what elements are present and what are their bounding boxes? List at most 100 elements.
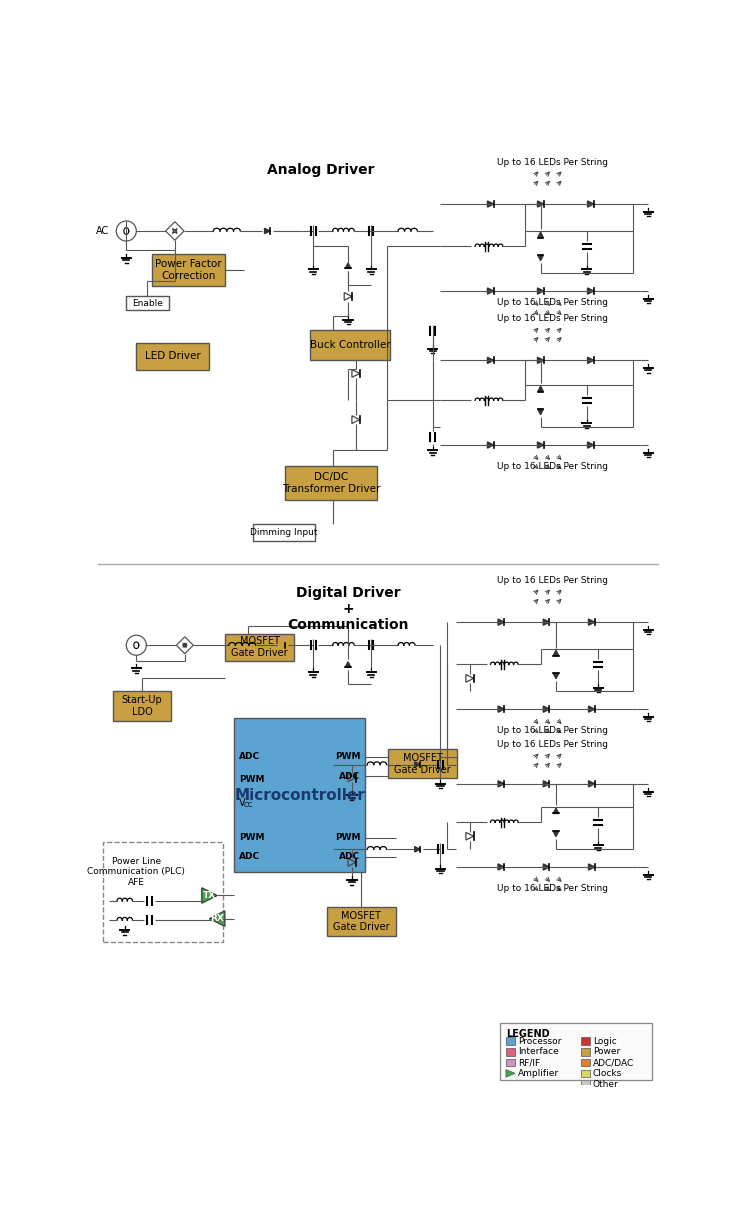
Bar xyxy=(581,1080,590,1089)
Text: ADC/DAC: ADC/DAC xyxy=(593,1058,634,1067)
Bar xyxy=(500,1023,652,1080)
Polygon shape xyxy=(553,650,559,656)
Text: ADC: ADC xyxy=(339,772,360,780)
Polygon shape xyxy=(506,1069,515,1078)
Bar xyxy=(326,907,396,936)
Text: DC/DC
Transformer Driver: DC/DC Transformer Driver xyxy=(282,472,380,494)
Text: Up to 16 LEDs Per String: Up to 16 LEDs Per String xyxy=(497,740,607,748)
Text: Power Factor
Correction: Power Factor Correction xyxy=(155,260,222,282)
Text: Up to 16 LEDs Per String: Up to 16 LEDs Per String xyxy=(497,884,607,894)
Bar xyxy=(581,1037,590,1045)
Text: RF/IF: RF/IF xyxy=(518,1058,540,1067)
Polygon shape xyxy=(487,442,494,449)
Polygon shape xyxy=(346,662,351,667)
Polygon shape xyxy=(280,642,285,649)
Polygon shape xyxy=(543,706,549,712)
Text: RX: RX xyxy=(210,914,224,923)
Bar xyxy=(388,750,458,779)
Bar xyxy=(136,343,209,369)
Polygon shape xyxy=(415,846,420,852)
Text: Buck Controller: Buck Controller xyxy=(310,340,391,350)
Text: ADC: ADC xyxy=(239,752,260,762)
Polygon shape xyxy=(543,780,549,787)
Polygon shape xyxy=(587,357,594,363)
Polygon shape xyxy=(587,201,594,207)
Polygon shape xyxy=(346,263,351,268)
Polygon shape xyxy=(498,780,504,787)
Polygon shape xyxy=(498,619,504,625)
Text: Clocks: Clocks xyxy=(593,1069,622,1078)
Text: Power: Power xyxy=(593,1047,620,1057)
Polygon shape xyxy=(589,780,595,787)
Text: MOSFET
Gate Driver: MOSFET Gate Driver xyxy=(333,911,389,933)
Polygon shape xyxy=(498,864,504,870)
Bar xyxy=(581,1059,590,1067)
Bar xyxy=(310,329,391,361)
Bar xyxy=(285,466,377,501)
Text: Up to 16 LEDs Per String: Up to 16 LEDs Per String xyxy=(497,575,607,585)
Text: MOSFET
Gate Driver: MOSFET Gate Driver xyxy=(231,636,288,658)
Text: Up to 16 LEDs Per String: Up to 16 LEDs Per String xyxy=(497,157,607,167)
Text: ADC: ADC xyxy=(339,852,360,862)
Polygon shape xyxy=(538,386,543,391)
Text: Power Line
Communication (PLC)
AFE: Power Line Communication (PLC) AFE xyxy=(88,857,185,886)
Polygon shape xyxy=(487,288,494,294)
Text: Microcontroller: Microcontroller xyxy=(234,787,365,803)
Text: AC: AC xyxy=(96,226,109,236)
Polygon shape xyxy=(538,410,543,414)
Text: CC: CC xyxy=(243,802,253,808)
Polygon shape xyxy=(587,442,594,449)
Bar xyxy=(506,1048,515,1056)
Text: Dimming Input: Dimming Input xyxy=(251,528,318,536)
Bar xyxy=(126,296,169,311)
Text: Start-Up
LDO: Start-Up LDO xyxy=(122,695,162,717)
Text: Other: Other xyxy=(593,1080,618,1089)
Text: Analog Driver: Analog Driver xyxy=(268,163,375,177)
Polygon shape xyxy=(265,228,270,234)
Text: ADC: ADC xyxy=(239,852,260,862)
Polygon shape xyxy=(538,232,543,238)
Text: TX: TX xyxy=(203,891,216,900)
Polygon shape xyxy=(202,887,217,903)
Polygon shape xyxy=(209,911,225,926)
Text: Up to 16 LEDs Per String: Up to 16 LEDs Per String xyxy=(497,462,607,471)
Bar xyxy=(581,1069,590,1078)
Polygon shape xyxy=(537,357,544,363)
Polygon shape xyxy=(553,808,559,813)
Text: LED Driver: LED Driver xyxy=(145,351,200,361)
Bar xyxy=(500,1023,652,1080)
Bar xyxy=(234,718,365,873)
Bar xyxy=(103,841,223,942)
Polygon shape xyxy=(589,619,595,625)
Bar xyxy=(225,634,294,661)
Text: PWM: PWM xyxy=(239,775,265,785)
Text: Amplifier: Amplifier xyxy=(518,1069,559,1078)
Polygon shape xyxy=(498,706,504,712)
Bar xyxy=(113,691,171,720)
Text: MOSFET
Gate Driver: MOSFET Gate Driver xyxy=(394,753,451,774)
Text: Enable: Enable xyxy=(132,299,163,308)
Polygon shape xyxy=(538,255,543,261)
Text: Logic: Logic xyxy=(593,1036,617,1046)
Text: Up to 16 LEDs Per String: Up to 16 LEDs Per String xyxy=(497,727,607,735)
Polygon shape xyxy=(553,673,559,679)
Polygon shape xyxy=(543,619,549,625)
Bar xyxy=(506,1059,515,1067)
Polygon shape xyxy=(537,442,544,449)
Polygon shape xyxy=(589,706,595,712)
Bar xyxy=(152,254,225,286)
Polygon shape xyxy=(487,357,494,363)
Text: Interface: Interface xyxy=(518,1047,559,1057)
Text: Up to 16 LEDs Per String: Up to 16 LEDs Per String xyxy=(497,297,607,307)
Polygon shape xyxy=(537,201,544,207)
Polygon shape xyxy=(553,831,559,836)
Polygon shape xyxy=(537,288,544,294)
Text: Processor: Processor xyxy=(518,1036,562,1046)
Polygon shape xyxy=(543,864,549,870)
Polygon shape xyxy=(589,864,595,870)
Text: Up to 16 LEDs Per String: Up to 16 LEDs Per String xyxy=(497,315,607,323)
Polygon shape xyxy=(587,288,594,294)
Bar xyxy=(506,1037,515,1045)
Polygon shape xyxy=(415,762,420,767)
Text: LEGEND: LEGEND xyxy=(506,1029,550,1039)
